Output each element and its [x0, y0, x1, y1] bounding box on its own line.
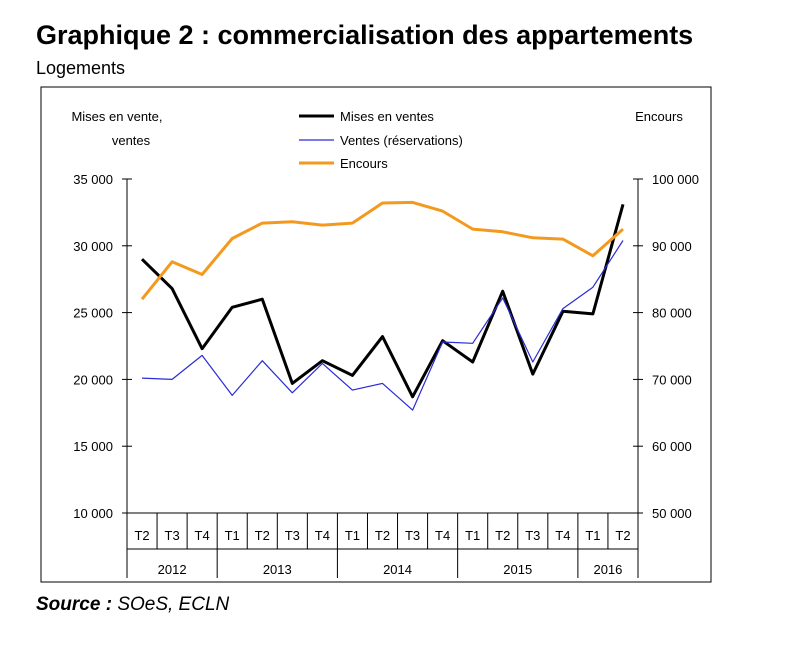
legend-label: Ventes (réservations): [340, 133, 463, 148]
chart-title: Graphique 2 : commercialisation des appa…: [36, 20, 694, 50]
x-tick-label: T3: [525, 528, 540, 543]
left-tick-label: 15 000: [73, 439, 113, 454]
source-label: Source :: [36, 594, 113, 615]
x-tick-label: T2: [375, 528, 390, 543]
x-tick-label: T4: [315, 528, 330, 543]
series-line-mises-en-ventes: [140, 204, 625, 399]
left-axis-title-line2: ventes: [112, 133, 151, 148]
x-tick-label: T3: [165, 528, 180, 543]
source-text: SOeS, ECLN: [117, 594, 230, 615]
year-label: 2013: [263, 562, 292, 577]
left-tick-label: 10 000: [73, 506, 113, 521]
right-tick-label: 50 000: [652, 506, 692, 521]
x-tick-label: T3: [405, 528, 420, 543]
right-tick-label: 100 000: [652, 172, 699, 187]
year-label: 2016: [593, 562, 622, 577]
left-tick-label: 30 000: [73, 239, 113, 254]
legend-label: Encours: [340, 156, 388, 171]
x-tick-label: T2: [615, 528, 630, 543]
series-line-ventes-r-servations: [141, 240, 624, 411]
year-label: 2012: [158, 562, 187, 577]
left-tick-label: 35 000: [73, 172, 113, 187]
x-tick-label: T4: [195, 528, 210, 543]
x-tick-label: T2: [255, 528, 270, 543]
source-note: Source : SOeS, ECLN: [36, 594, 229, 616]
x-tick-label: T1: [465, 528, 480, 543]
right-tick-label: 90 000: [652, 239, 692, 254]
right-tick-label: 70 000: [652, 372, 692, 387]
x-tick-label: T1: [585, 528, 600, 543]
right-axis-title: Encours: [635, 109, 683, 124]
x-tick-label: T4: [435, 528, 450, 543]
left-axis-title-line1: Mises en vente,: [71, 109, 162, 124]
x-tick-label: T1: [225, 528, 240, 543]
year-label: 2014: [383, 562, 412, 577]
chart-frame: [40, 86, 712, 583]
legend-label: Mises en ventes: [340, 109, 434, 124]
x-tick-label: T3: [285, 528, 300, 543]
year-label: 2015: [503, 562, 532, 577]
x-tick-label: T2: [495, 528, 510, 543]
right-tick-label: 80 000: [652, 306, 692, 321]
right-tick-label: 60 000: [652, 439, 692, 454]
x-tick-label: T2: [134, 528, 149, 543]
x-tick-label: T1: [345, 528, 360, 543]
left-tick-label: 20 000: [73, 372, 113, 387]
series-line-encours: [140, 200, 624, 301]
x-tick-label: T4: [555, 528, 570, 543]
left-tick-label: 25 000: [73, 306, 113, 321]
chart-subtitle: Logements: [36, 58, 126, 78]
